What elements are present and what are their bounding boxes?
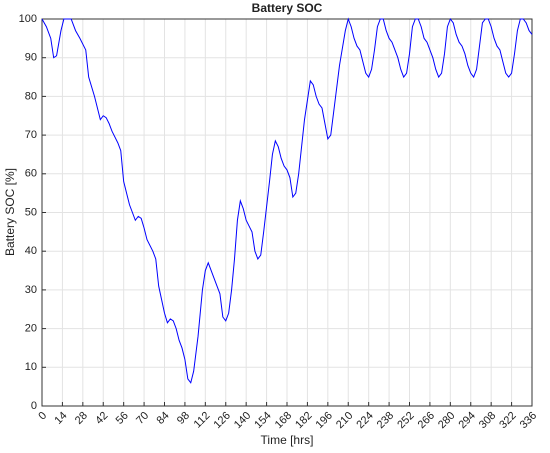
y-tick-label: 50 xyxy=(25,206,37,218)
x-tick-label: 28 xyxy=(73,410,90,427)
x-tick-label: 196 xyxy=(314,410,335,431)
data-line xyxy=(41,17,533,384)
x-tick-label: 252 xyxy=(395,410,416,431)
x-tick-label: 266 xyxy=(416,410,437,431)
x-tick-label: 224 xyxy=(354,410,375,431)
x-tick-label: 14 xyxy=(52,410,69,427)
y-tick-label: 0 xyxy=(31,400,37,412)
x-tick-label: 210 xyxy=(334,410,355,431)
x-tick-label: 112 xyxy=(192,410,213,431)
x-tick-label: 56 xyxy=(114,410,131,427)
y-tick-label: 40 xyxy=(25,245,37,257)
x-tick-label: 126 xyxy=(211,410,232,431)
y-tick-label: 70 xyxy=(25,129,37,141)
x-tick-label: 336 xyxy=(518,410,539,431)
x-tick-label: 238 xyxy=(375,410,396,431)
x-tick-label: 140 xyxy=(232,410,253,431)
x-tick-label: 98 xyxy=(175,410,192,427)
x-tick-label: 294 xyxy=(456,410,477,431)
y-tick-label: 100 xyxy=(19,13,37,25)
y-axis-label: Battery SOC [%] xyxy=(3,168,17,256)
x-tick-label: 308 xyxy=(477,410,498,431)
x-tick-label: 154 xyxy=(252,410,273,431)
x-tick-label: 0 xyxy=(36,410,49,423)
x-tick-label: 70 xyxy=(134,410,151,427)
y-tick-label: 30 xyxy=(25,284,37,296)
x-tick-label: 182 xyxy=(293,410,314,431)
x-axis-label: Time [hrs] xyxy=(261,433,314,447)
y-tick-label: 10 xyxy=(25,361,37,373)
plot-frame xyxy=(41,18,533,407)
x-tick-label: 42 xyxy=(93,410,110,427)
y-tick-label: 20 xyxy=(25,323,37,335)
x-tick-label: 280 xyxy=(436,410,457,431)
y-tick-label: 90 xyxy=(25,52,37,64)
y-tick-label: 60 xyxy=(25,168,37,180)
y-tick-label: 80 xyxy=(25,90,37,102)
x-tick-label: 322 xyxy=(497,410,518,431)
chart-title: Battery SOC xyxy=(252,1,323,15)
x-tick-label: 84 xyxy=(155,410,172,427)
x-tick-label: 168 xyxy=(273,410,294,431)
